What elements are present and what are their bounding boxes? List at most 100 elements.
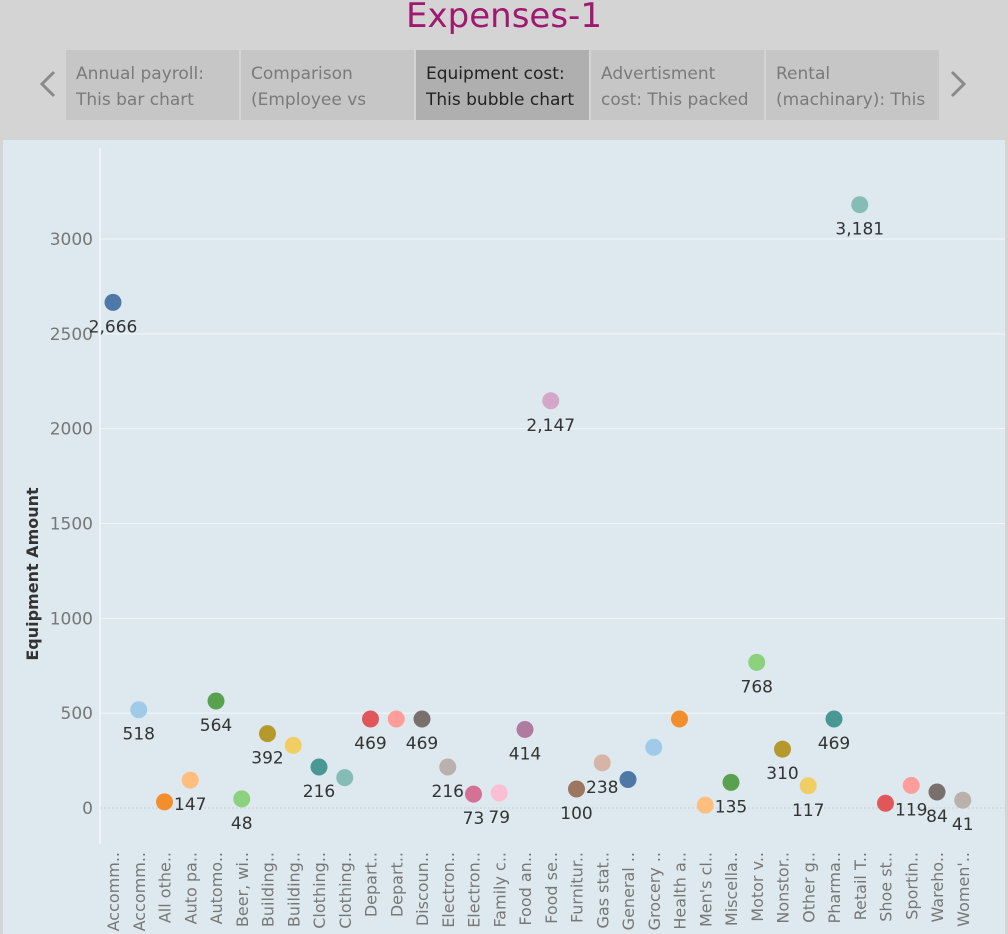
x-tick-label: Discoun.. xyxy=(413,852,432,926)
x-tick-label: Clothing.. xyxy=(336,852,355,929)
data-label: 469 xyxy=(354,734,386,754)
x-tick-label: Motor v.. xyxy=(748,852,767,922)
data-point[interactable] xyxy=(465,785,482,803)
data-label: 469 xyxy=(818,734,850,754)
x-axis-labels: Accomm.. Accomm.. All othe.. Auto pa.. Autom… xyxy=(104,852,973,931)
data-label: 147 xyxy=(174,795,206,815)
data-point[interactable] xyxy=(696,796,714,814)
data-label: 564 xyxy=(200,716,232,736)
y-tick-label: 0 xyxy=(82,799,93,819)
data-point[interactable] xyxy=(439,758,457,776)
tab-label-line2: This bar chart xyxy=(76,90,194,110)
tab-advertisment-cost[interactable]: Advertisment cost: This packed xyxy=(591,50,764,120)
x-tick-label: Food se.. xyxy=(542,852,561,924)
data-point[interactable] xyxy=(645,738,663,756)
data-label: 41 xyxy=(952,815,974,835)
data-point[interactable] xyxy=(902,776,920,794)
chevron-left-icon[interactable] xyxy=(34,62,64,106)
data-label: 48 xyxy=(231,814,253,834)
y-axis-ticks: 0 500 1000 1500 2000 2500 3000 xyxy=(50,230,93,819)
x-tick-label: Sportin.. xyxy=(902,852,921,920)
data-point[interactable] xyxy=(516,720,534,738)
x-tick-label: Beer, wi.. xyxy=(233,852,252,927)
data-point[interactable] xyxy=(130,701,148,719)
data-point[interactable] xyxy=(774,740,791,758)
data-point[interactable] xyxy=(387,710,405,728)
data-label: 2,147 xyxy=(526,416,575,436)
data-label: 310 xyxy=(766,764,798,784)
data-point[interactable] xyxy=(954,791,972,809)
data-point[interactable] xyxy=(748,653,766,671)
y-tick-label: 2500 xyxy=(50,325,93,345)
bubble-chart: 0 500 1000 1500 2000 2500 3000 Equipment Amoun… xyxy=(23,148,1005,931)
y-tick-label: 1500 xyxy=(50,514,93,534)
y-axis-title: Equipment Amount xyxy=(23,487,42,661)
data-point[interactable] xyxy=(310,758,328,776)
y-tick-label: 3000 xyxy=(50,230,93,250)
data-point[interactable] xyxy=(799,777,817,795)
data-label: 117 xyxy=(792,801,824,821)
data-points xyxy=(104,196,972,814)
data-point[interactable] xyxy=(928,783,946,801)
tab-annual-payroll[interactable]: Annual payroll: This bar chart xyxy=(66,50,239,120)
data-point[interactable] xyxy=(104,293,122,311)
data-label: 469 xyxy=(406,734,438,754)
tab-label-line1: Equipment cost: xyxy=(426,64,565,84)
gridlines xyxy=(100,238,1005,809)
x-tick-label: Family c.. xyxy=(490,852,509,928)
x-tick-label: Gas stat.. xyxy=(593,852,612,928)
data-point[interactable] xyxy=(336,769,354,787)
x-tick-label: Building.. xyxy=(284,852,303,927)
tab-rental[interactable]: Rental (machinary): This xyxy=(766,50,939,120)
data-label: 216 xyxy=(432,782,464,802)
data-point[interactable] xyxy=(156,793,173,811)
data-point[interactable] xyxy=(413,710,431,728)
tab-label-line1: Annual payroll: xyxy=(76,64,204,84)
x-tick-label: Electron.. xyxy=(439,852,458,928)
data-label: 518 xyxy=(123,725,155,745)
x-tick-label: Electron.. xyxy=(465,852,484,928)
x-tick-label: Other g.. xyxy=(799,852,818,923)
x-tick-label: Auto pa.. xyxy=(181,852,200,924)
x-tick-label: All othe.. xyxy=(156,852,175,923)
x-tick-label: Men's cl.. xyxy=(696,852,715,927)
data-point[interactable] xyxy=(619,771,637,789)
x-tick-label: Wareho.. xyxy=(928,852,947,923)
data-point[interactable] xyxy=(568,780,585,798)
x-tick-label: Shoe st.. xyxy=(877,852,896,922)
data-point[interactable] xyxy=(362,710,379,728)
tab-label-line2: cost: This packed xyxy=(601,90,749,110)
data-point[interactable] xyxy=(490,784,508,802)
data-point[interactable] xyxy=(851,196,869,214)
data-label: 119 xyxy=(895,800,927,820)
data-label: 79 xyxy=(488,808,510,828)
x-tick-label: Depart.. xyxy=(387,852,406,917)
tab-equipment-cost[interactable]: Equipment cost: This bubble chart xyxy=(416,50,589,120)
data-label: 238 xyxy=(586,778,618,798)
data-point[interactable] xyxy=(671,710,688,728)
data-label: 2,666 xyxy=(89,317,138,337)
data-point[interactable] xyxy=(181,771,199,789)
tab-label-line1: Rental xyxy=(776,64,831,84)
chart-panel: 0 500 1000 1500 2000 2500 3000 Equipment Amoun… xyxy=(3,140,1005,934)
data-point[interactable] xyxy=(259,725,276,743)
data-label: 3,181 xyxy=(835,220,884,240)
data-point[interactable] xyxy=(722,773,740,791)
data-point[interactable] xyxy=(207,692,225,710)
data-point[interactable] xyxy=(284,736,302,754)
x-tick-label: Clothing.. xyxy=(310,852,329,929)
data-point[interactable] xyxy=(825,710,843,728)
data-point[interactable] xyxy=(877,794,894,812)
data-point[interactable] xyxy=(542,392,560,410)
dashboard-header: Expenses-1 Annual payroll: This bar char… xyxy=(0,0,1008,138)
tab-label-line1: Advertisment xyxy=(601,64,716,84)
x-tick-label: Furnitur.. xyxy=(568,852,587,923)
data-label: 392 xyxy=(251,749,283,769)
data-label: 768 xyxy=(741,677,773,697)
x-tick-label: Retail T.. xyxy=(851,852,870,920)
data-point[interactable] xyxy=(593,754,611,772)
tab-comparison[interactable]: Comparison (Employee vs xyxy=(241,50,414,120)
chevron-right-icon[interactable] xyxy=(942,62,972,106)
data-label: 414 xyxy=(509,744,541,764)
data-point[interactable] xyxy=(233,790,251,808)
